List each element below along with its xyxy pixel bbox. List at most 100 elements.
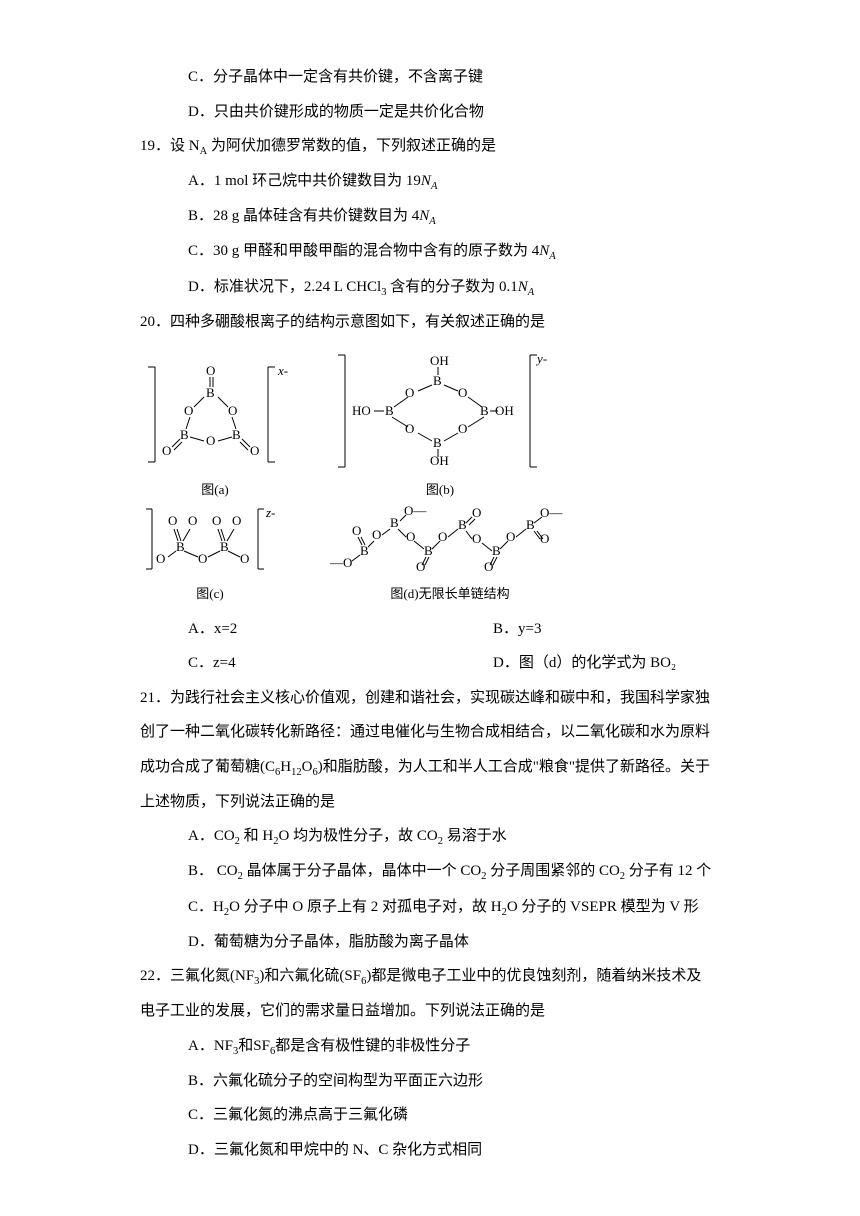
svg-text:O: O bbox=[228, 403, 237, 418]
q18-option-d: D．只由共价键形成的物质一定是共价化合物 bbox=[188, 95, 750, 130]
svg-text:B: B bbox=[390, 515, 399, 530]
caption-c: 图(c) bbox=[196, 585, 223, 603]
svg-text:O: O bbox=[458, 385, 467, 400]
svg-text:O: O bbox=[352, 523, 361, 538]
q19-stem-post: 为阿伏加德罗常数的值，下列叙述正确的是 bbox=[211, 138, 496, 154]
svg-text:B: B bbox=[433, 373, 442, 388]
q21-p3-d: )和脂肪酸，为人工和半人工合成"粮食"提供了新路径。关于 bbox=[318, 759, 710, 775]
svg-text:O: O bbox=[188, 513, 197, 528]
na-symbol: N bbox=[539, 243, 549, 259]
q19-d-post: 含有的分子数为 0.1 bbox=[390, 279, 518, 295]
svg-text:O—: O— bbox=[540, 505, 563, 520]
t: 和SF bbox=[238, 1038, 270, 1054]
sub-2: 2 bbox=[438, 836, 443, 847]
svg-text:O: O bbox=[156, 551, 165, 566]
svg-text:x-: x- bbox=[277, 363, 288, 378]
q20-option-b: B．y=3 bbox=[493, 612, 750, 647]
svg-text:B: B bbox=[492, 543, 501, 558]
svg-text:B: B bbox=[526, 517, 535, 532]
q21-p4: 上述物质，下列说法正确的是 bbox=[140, 785, 750, 820]
t: )都是微电子工业中的优良蚀刻剂，随着纳米技术及 bbox=[366, 968, 701, 984]
t: )和六氟化硫(SF bbox=[259, 968, 361, 984]
svg-text:B: B bbox=[180, 427, 189, 442]
svg-text:O: O bbox=[540, 531, 549, 546]
svg-text:B: B bbox=[220, 539, 229, 554]
svg-text:O: O bbox=[232, 513, 241, 528]
t: A．CO bbox=[188, 828, 235, 844]
na-sub: A bbox=[429, 216, 435, 227]
q19-b-text: B．28 g 晶体硅含有共价键数目为 4 bbox=[188, 208, 419, 224]
na-symbol: N bbox=[421, 173, 431, 189]
svg-text:O: O bbox=[458, 421, 467, 436]
q19-stem: 19．设 NA 为阿伏加德罗常数的值，下列叙述正确的是 bbox=[140, 129, 750, 164]
t: O 分子的 VSEPR 模型为 V 形 bbox=[507, 899, 699, 915]
na-symbol: N bbox=[419, 208, 429, 224]
t: 分子有 12 个 bbox=[629, 863, 712, 879]
svg-text:HO: HO bbox=[352, 403, 371, 418]
svg-text:O: O bbox=[168, 513, 177, 528]
t: 晶体属于分子晶体，晶体中一个 CO bbox=[247, 863, 482, 879]
figure-c: z- BB OOO OO OO 图(c) bbox=[140, 501, 280, 603]
q21-option-b: B． CO2 晶体属于分子晶体，晶体中一个 CO2 分子周围紧邻的 CO2 分子… bbox=[188, 854, 750, 889]
svg-text:B: B bbox=[176, 539, 185, 554]
q20-option-a: A．x=2 bbox=[188, 612, 445, 647]
svg-text:O: O bbox=[212, 513, 221, 528]
svg-text:B: B bbox=[206, 385, 215, 400]
q22-option-d: D．三氟化氮和甲烷中的 N、C 杂化方式相同 bbox=[188, 1133, 750, 1168]
q21-p3-b: H bbox=[280, 759, 291, 775]
q21-option-d: D．葡萄糖为分子晶体，脂肪酸为离子晶体 bbox=[188, 925, 750, 960]
t: 和 H bbox=[244, 828, 274, 844]
q20-stem: 20．四种多硼酸根离子的结构示意图如下，有关叙述正确的是 bbox=[140, 305, 750, 340]
q19-option-d: D．标准状况下，2.24 L CHCl3 含有的分子数为 0.1NA bbox=[188, 270, 750, 305]
t: 都是含有极性键的非极性分子 bbox=[275, 1038, 470, 1054]
svg-text:O: O bbox=[472, 531, 481, 546]
t: 易溶于水 bbox=[447, 828, 507, 844]
svg-text:O: O bbox=[206, 433, 215, 448]
svg-text:B: B bbox=[480, 403, 489, 418]
caption-b: 图(b) bbox=[426, 481, 454, 499]
svg-text:B: B bbox=[458, 517, 467, 532]
svg-text:B: B bbox=[385, 403, 394, 418]
svg-text:O: O bbox=[198, 551, 207, 566]
q21-option-c: C．H2O 分子中 O 原子上有 2 对孤电子对，故 H2O 分子的 VSEPR… bbox=[188, 890, 750, 925]
svg-text:O: O bbox=[184, 403, 193, 418]
q19-option-c: C．30 g 甲醛和甲酸甲酯的混合物中含有的原子数为 4NA bbox=[188, 234, 750, 269]
t: A．NF bbox=[188, 1038, 233, 1054]
q19-option-a: A．1 mol 环己烷中共价键数目为 19NA bbox=[188, 164, 750, 199]
caption-a: 图(a) bbox=[201, 481, 228, 499]
figure-a: x- B O O O B B O O bbox=[140, 357, 290, 499]
q20-diagrams: x- B O O O B B O O bbox=[140, 347, 750, 603]
svg-text:O: O bbox=[406, 529, 415, 544]
t: 22．三氟化氮(NF bbox=[140, 968, 254, 984]
sub-2: 2 bbox=[620, 871, 625, 882]
q22-p1: 22．三氟化氮(NF3)和六氟化硫(SF6)都是微电子工业中的优良蚀刻剂，随着纳… bbox=[140, 959, 750, 994]
q22-p2: 电子工业的发展，它们的需求量日益增加。下列说法正确的是 bbox=[140, 994, 750, 1029]
q21-p3-a: 成功合成了葡萄糖(C bbox=[140, 759, 275, 775]
svg-text:B: B bbox=[424, 543, 433, 558]
q19-stem-pre: 19．设 N bbox=[140, 138, 200, 154]
figure-d: —O B O O B O— O B O O B O O B O O bbox=[320, 501, 580, 603]
svg-text:B: B bbox=[360, 543, 369, 558]
q19-option-b: B．28 g 晶体硅含有共价键数目为 4NA bbox=[188, 199, 750, 234]
svg-text:O: O bbox=[405, 421, 414, 436]
svg-text:—O: —O bbox=[329, 555, 352, 570]
t: O 均为极性分子，故 CO bbox=[279, 828, 438, 844]
q22-option-b: B．六氟化硫分子的空间构型为平面正六边形 bbox=[188, 1064, 750, 1099]
t: 分子周围紧邻的 CO bbox=[490, 863, 620, 879]
svg-text:OH: OH bbox=[430, 453, 449, 468]
q21-option-a: A．CO2 和 H2O 均为极性分子，故 CO2 易溶于水 bbox=[188, 819, 750, 854]
na-symbol: N bbox=[518, 279, 528, 295]
q21-p3: 成功合成了葡萄糖(C6H12O6)和脂肪酸，为人工和半人工合成"粮食"提供了新路… bbox=[140, 750, 750, 785]
q22-option-c: C．三氟化氮的沸点高于三氟化磷 bbox=[188, 1098, 750, 1133]
q22-option-a: A．NF3和SF6都是含有极性键的非极性分子 bbox=[188, 1029, 750, 1064]
sub-2: 2 bbox=[238, 871, 243, 882]
svg-text:O: O bbox=[472, 505, 481, 520]
svg-text:OH: OH bbox=[430, 353, 449, 368]
q21-p1: 21．为践行社会主义核心价值观，创建和谐社会，实现碳达峰和碳中和，我国科学家独 bbox=[140, 681, 750, 716]
sub-12: 12 bbox=[291, 767, 302, 778]
sub-3: 3 bbox=[381, 287, 386, 298]
svg-text:O: O bbox=[240, 551, 249, 566]
q21-p3-c: O bbox=[302, 759, 313, 775]
svg-text:B: B bbox=[232, 427, 241, 442]
svg-text:O: O bbox=[250, 443, 259, 458]
